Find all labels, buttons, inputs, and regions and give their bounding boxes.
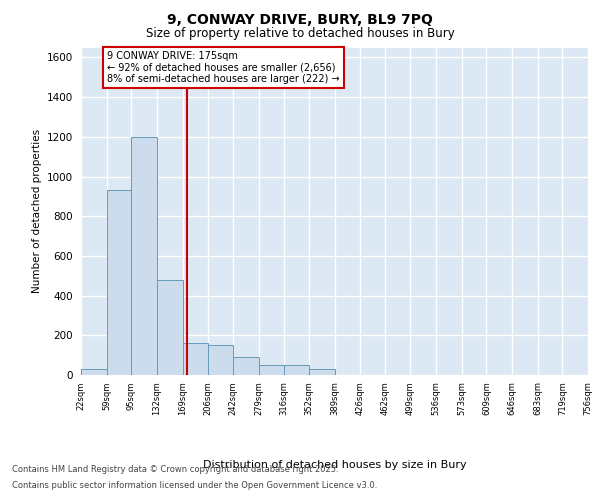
Bar bbox=[284, 365, 309, 375]
Bar bbox=[182, 343, 208, 375]
Text: 9 CONWAY DRIVE: 175sqm
← 92% of detached houses are smaller (2,656)
8% of semi-d: 9 CONWAY DRIVE: 175sqm ← 92% of detached… bbox=[107, 51, 340, 84]
Text: Contains public sector information licensed under the Open Government Licence v3: Contains public sector information licen… bbox=[12, 480, 377, 490]
Bar bbox=[233, 357, 259, 375]
Bar bbox=[309, 369, 335, 375]
Text: 9, CONWAY DRIVE, BURY, BL9 7PQ: 9, CONWAY DRIVE, BURY, BL9 7PQ bbox=[167, 12, 433, 26]
Bar bbox=[157, 280, 182, 375]
Text: Contains HM Land Registry data © Crown copyright and database right 2025.: Contains HM Land Registry data © Crown c… bbox=[12, 466, 338, 474]
Bar bbox=[107, 190, 131, 375]
Text: Size of property relative to detached houses in Bury: Size of property relative to detached ho… bbox=[146, 28, 454, 40]
X-axis label: Distribution of detached houses by size in Bury: Distribution of detached houses by size … bbox=[203, 460, 466, 469]
Bar bbox=[131, 137, 157, 375]
Y-axis label: Number of detached properties: Number of detached properties bbox=[32, 129, 41, 294]
Bar bbox=[259, 365, 284, 375]
Bar bbox=[208, 345, 233, 375]
Bar bbox=[81, 369, 107, 375]
